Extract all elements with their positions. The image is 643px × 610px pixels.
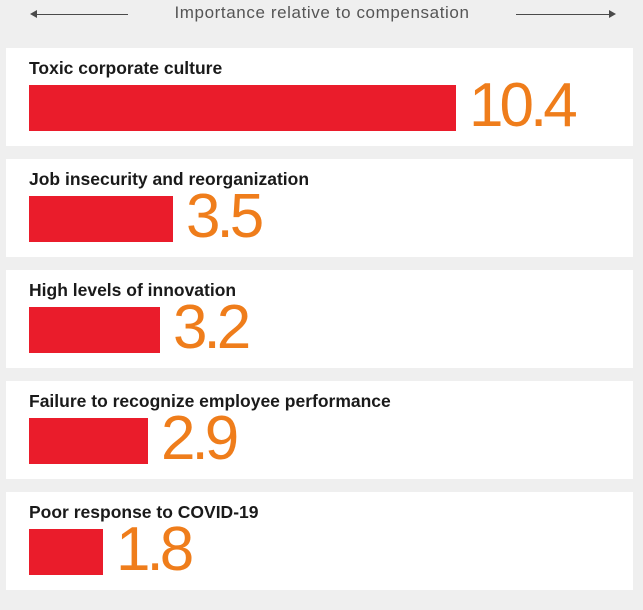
bar-area: 1.8: [29, 519, 619, 581]
chart-row: Failure to recognize employee performanc…: [6, 381, 633, 479]
bar: [29, 418, 148, 464]
bar: [29, 307, 160, 353]
chart-row: Job insecurity and reorganization 3.5: [6, 159, 633, 257]
bar-area: 2.9: [29, 408, 619, 470]
value-label: 1.8: [116, 515, 194, 584]
bar: [29, 85, 456, 131]
bar-chart: Toxic corporate culture 10.4 Job insecurit…: [6, 48, 633, 603]
category-label: Poor response to COVID-19: [29, 502, 259, 522]
category-label: Job insecurity and reorganization: [29, 169, 310, 189]
category-label: Toxic corporate culture: [29, 58, 223, 78]
category-label: High levels of innovation: [29, 280, 237, 300]
left-arrow-icon: [30, 10, 128, 18]
value-label: 3.2: [173, 293, 251, 362]
value-label: 3.5: [186, 182, 264, 251]
right-arrow-icon: [516, 10, 616, 18]
bar-area: 10.4: [29, 75, 619, 137]
category-label: Failure to recognize employee performanc…: [29, 391, 391, 411]
chart-row: Toxic corporate culture 10.4: [6, 48, 633, 146]
bar-area: 3.2: [29, 297, 619, 359]
bar: [29, 196, 173, 242]
value-label: 10.4: [469, 71, 578, 140]
bar: [29, 529, 103, 575]
value-label: 2.9: [161, 404, 239, 473]
chart-row: Poor response to COVID-19 1.8: [6, 492, 633, 590]
chart-row: High levels of innovation 3.2: [6, 270, 633, 368]
header-label: Importance relative to compensation: [174, 3, 470, 22]
chart-header: Importance relative to compensation: [0, 0, 643, 30]
bar-area: 3.5: [29, 186, 619, 248]
